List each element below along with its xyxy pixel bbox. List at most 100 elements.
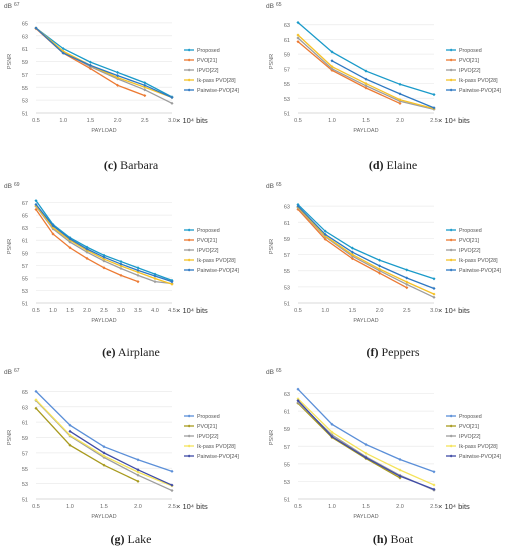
x-tick-label: 1.0 xyxy=(321,308,329,314)
y-tick-label: 63 xyxy=(22,34,28,40)
legend-marker xyxy=(187,78,191,82)
data-point xyxy=(116,74,120,78)
lake-y-unit-label: dB xyxy=(4,369,12,376)
data-point xyxy=(51,232,55,236)
peppers-x-axis-title: PAYLOAD xyxy=(353,318,378,324)
series-pairwise-pvo-24 xyxy=(34,26,174,100)
caption-lake: (g) Lake xyxy=(110,532,152,546)
y-tick-label: 55 xyxy=(284,462,290,468)
legend-label: IPVO[22] xyxy=(197,434,219,440)
barbara-y-unit-label: dB xyxy=(4,3,12,10)
legend-label: Ik-pass PVO[28] xyxy=(459,258,498,264)
chart-panel-elaine: 51 53 55 57 59 61 63 dB 65 PSNR 0.5 1.0 1.5 2.0 2.5 × 1… xyxy=(262,0,524,155)
legend-marker xyxy=(449,434,453,438)
y-tick-label: 53 xyxy=(284,285,290,291)
series-ipvo-22 xyxy=(34,26,174,105)
x-tick-label: 2.0 xyxy=(396,504,404,510)
x-tick-label: 1.0 xyxy=(59,118,67,124)
legend-item: Proposed xyxy=(446,48,482,54)
elaine-x-unit-suffix: × 10⁴ bits xyxy=(438,116,470,125)
elaine-legend: Proposed PVO[21] IPVO[22] Ik-pass PVO[28] Pa… xyxy=(446,48,501,94)
caption-barbara: (c) Barbara xyxy=(103,158,159,172)
series-proposed xyxy=(34,26,174,99)
legend-marker xyxy=(187,58,191,62)
series-pairwise-pvo-24 xyxy=(68,429,174,487)
legend-marker xyxy=(187,454,191,458)
series-line xyxy=(297,402,401,479)
legend-label: Pairwise-PVO[24] xyxy=(197,88,239,94)
data-point xyxy=(68,423,72,427)
x-tick-label: 1.5 xyxy=(362,118,370,124)
legend-marker xyxy=(449,228,453,232)
legend-marker xyxy=(187,268,191,272)
legend-label: Proposed xyxy=(459,228,482,234)
series-ik-pass-pvo-28 xyxy=(34,398,174,488)
legend-marker xyxy=(449,78,453,82)
y-tick-label: 61 xyxy=(22,47,28,53)
airplane-x-axis-title: PAYLOAD xyxy=(91,318,116,324)
legend-marker xyxy=(449,268,453,272)
series-line xyxy=(35,27,173,99)
chart-panel-barbara: 51 53 55 57 59 61 63 65 dB 67 PSNR 0.5 1.0 1.5 2.0 2.5 3… xyxy=(0,0,262,155)
legend-label: PVO[21] xyxy=(197,58,218,64)
legend-item: Pairwise-PVO[24] xyxy=(446,268,501,274)
legend-item: Ik-pass PVO[28] xyxy=(446,444,498,450)
data-point xyxy=(432,470,436,474)
data-point xyxy=(34,398,38,402)
series-line xyxy=(35,204,173,283)
legend-item: IPVO[22] xyxy=(446,68,481,74)
series-proposed xyxy=(34,389,174,473)
series-line xyxy=(35,27,173,99)
series-line xyxy=(297,204,435,280)
y-tick-label: 57 xyxy=(284,67,290,73)
data-point xyxy=(61,47,65,51)
x-tick-label: 0.5 xyxy=(294,308,302,314)
legend-marker xyxy=(449,238,453,242)
legend-label: Ik-pass PVO[28] xyxy=(459,78,498,84)
series-ik-pass-pvo-28 xyxy=(296,397,436,487)
data-point xyxy=(432,93,436,97)
caption-elaine: (d) Elaine xyxy=(368,158,418,172)
boat-y-unit-label: dB xyxy=(266,369,274,376)
series-pvo-21 xyxy=(34,207,140,284)
legend-item: PVO[21] xyxy=(184,238,218,244)
y-tick-label: 53 xyxy=(284,97,290,103)
series-line xyxy=(297,207,435,298)
data-point xyxy=(136,270,140,274)
x-tick-label: 3.0 xyxy=(430,308,438,314)
series-proposed xyxy=(296,202,436,281)
y-tick-label: 61 xyxy=(284,221,290,227)
legend-label: Pairwise-PVO[24] xyxy=(459,268,501,274)
boat-x-axis-title: PAYLOAD xyxy=(353,514,378,520)
legend-marker xyxy=(187,238,191,242)
x-tick-label: 2.0 xyxy=(83,308,91,314)
caption-boat: (h) Boat xyxy=(372,532,414,546)
y-tick-label: 51 xyxy=(284,112,290,118)
data-point xyxy=(102,259,106,263)
data-point xyxy=(85,247,89,251)
chart-svg-elaine: 51 53 55 57 59 61 63 dB 65 PSNR 0.5 1.0 1.5 2.0 2.5 × 1… xyxy=(266,2,501,134)
peppers-y-unit-label: dB xyxy=(266,183,274,190)
series-line xyxy=(331,60,435,109)
y-tick-label: 65 xyxy=(22,214,28,220)
legend-item: Ik-pass PVO[28] xyxy=(184,258,236,264)
series-pairwise-pvo-24 xyxy=(296,204,436,291)
legend-marker xyxy=(449,414,453,418)
legend-item: IPVO[22] xyxy=(184,68,219,74)
legend-item: IPVO[22] xyxy=(184,434,219,440)
chart-panel-peppers: 51 53 55 57 59 61 63 dB 65 PSNR 0.5 1.0 1.5 2.0 2.5 3.0… xyxy=(262,180,524,335)
data-point xyxy=(88,60,92,64)
legend-label: Pairwise-PVO[24] xyxy=(197,454,239,460)
x-tick-label: 0.5 xyxy=(32,504,40,510)
y-tick-label: 61 xyxy=(284,38,290,44)
legend-marker xyxy=(187,414,191,418)
x-tick-label: 2.5 xyxy=(168,504,176,510)
y-tick-label: 55 xyxy=(284,82,290,88)
legend-item: Pairwise-PVO[24] xyxy=(184,454,239,460)
legend-label: Proposed xyxy=(197,228,220,234)
series-line xyxy=(297,205,435,290)
series-line xyxy=(297,206,435,295)
legend-item: Ik-pass PVO[28] xyxy=(446,258,498,264)
chart-svg-peppers: 51 53 55 57 59 61 63 dB 65 PSNR 0.5 1.0 1.5 2.0 2.5 3.0… xyxy=(266,182,501,324)
boat-x-unit-suffix: × 10⁴ bits xyxy=(438,502,470,511)
